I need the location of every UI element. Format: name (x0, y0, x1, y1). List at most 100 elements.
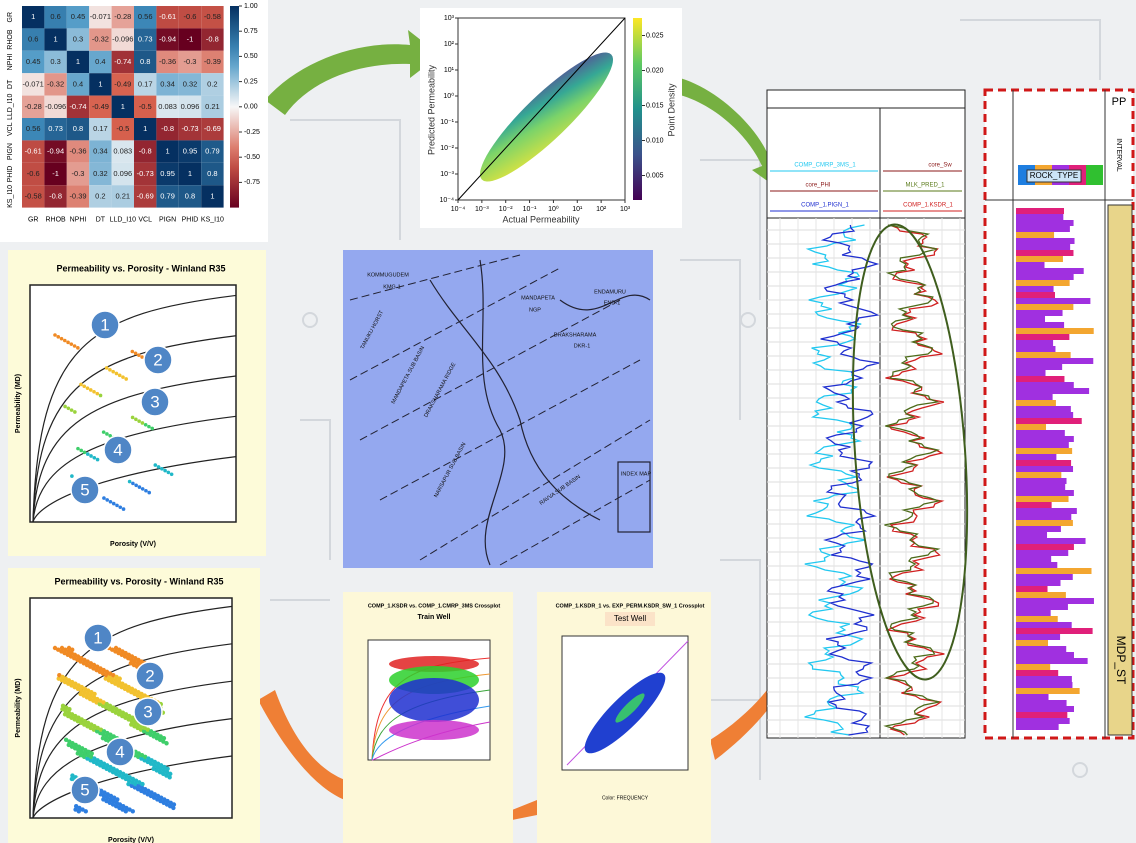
rock-bar (1016, 712, 1068, 718)
map-label: KOMMUGUDEM (367, 272, 409, 278)
r35-curve (32, 415, 237, 523)
rock-bar (1016, 370, 1046, 376)
heatmap-cell (22, 185, 45, 208)
sample-dot (63, 404, 67, 409)
sample-dot (163, 468, 167, 473)
sample-dot (130, 415, 135, 420)
x-tick-label: VCL (138, 216, 152, 223)
heatmap-cell (201, 162, 224, 186)
density-cloud (479, 52, 614, 182)
cell-label: -0.49 (92, 102, 109, 111)
x-tick-label: PHID (182, 216, 199, 223)
heatmap-cell (134, 162, 157, 186)
cell-label: 0.3 (50, 57, 60, 66)
cell-label: 0.32 (183, 79, 198, 88)
sample-dot (115, 503, 119, 508)
map-panel (343, 250, 653, 568)
sample-dot (140, 487, 145, 491)
log-view: COMP_CMRP_3MS_1 core_PHI COMP_1.PIGN_1 core… (766, 88, 1135, 740)
rock-bar (1016, 316, 1046, 322)
rock-type-box (1026, 169, 1082, 183)
chart-subtitle: Train Well (418, 614, 451, 621)
zone-label: 4 (113, 440, 122, 459)
sample-dot (130, 809, 135, 814)
rock-bar (1016, 664, 1051, 670)
zone-label: 1 (100, 315, 109, 334)
rock-bar (1016, 724, 1059, 730)
rock-bar (1016, 394, 1053, 400)
sample-dot (130, 349, 135, 354)
sample-dot (160, 466, 164, 471)
cell-label: -0.28 (25, 102, 42, 111)
zone-marker (90, 310, 120, 340)
zone-label: 3 (143, 702, 152, 721)
rock-bar (1016, 226, 1070, 232)
colorbar-tick-label: -0.75 (244, 179, 260, 186)
subtitle-box (605, 612, 655, 626)
rock-bar (1016, 706, 1074, 712)
cell-label: 1 (54, 35, 58, 44)
rock-bar (1016, 424, 1047, 430)
heatmap-cell (89, 6, 112, 29)
rock-bar (1016, 340, 1054, 346)
cell-label: 0.083 (158, 102, 177, 111)
colorbar-tick-label: 0.25 (244, 78, 258, 85)
heatmap-cell (178, 50, 202, 74)
y-tick-label: 10⁰ (443, 92, 454, 100)
rock-bar (1016, 406, 1071, 412)
chart-title: COMP_1.KSDR vs. COMP_1.CMRP_3MS Crossplo… (368, 603, 501, 609)
sample-dot (92, 691, 97, 697)
r35-curve (32, 375, 237, 523)
x-tick-label: PIGN (159, 216, 176, 223)
zone-marker (133, 697, 163, 727)
sample-dot (66, 340, 70, 345)
cell-label: -0.6 (184, 12, 197, 21)
rock-bar (1016, 484, 1066, 490)
sample-dot (124, 377, 129, 381)
cell-label: -0.8 (49, 191, 62, 200)
chart-subtitle: Test Well (614, 614, 647, 623)
sample-dot (165, 766, 170, 771)
cell-label: 0.6 (50, 12, 60, 21)
rock-bar (1016, 652, 1074, 658)
sample-dot (72, 344, 77, 348)
y-tick-label: PHID (7, 166, 14, 183)
sample-dot (171, 802, 177, 807)
x-tick-label: 10⁻³ (475, 206, 489, 213)
colorbar-label: Point Density (666, 83, 676, 137)
rock-bar (1016, 454, 1057, 460)
y-tick-label: LLD_I10 (7, 93, 14, 120)
sample-dot (111, 501, 116, 506)
cell-label: -0.3 (184, 57, 197, 66)
rock-bar (1016, 658, 1088, 664)
heatmap-cell (89, 185, 112, 208)
map-label: KMG-1 (383, 284, 400, 290)
cell-label: 0.4 (95, 57, 105, 66)
heatmap-cell (89, 28, 112, 51)
colorbar-tick-label: 1.00 (244, 3, 258, 10)
sample-dot (105, 498, 110, 502)
chart-title: Permeability vs. Porosity - Winland R35 (57, 263, 226, 273)
rock-bar (1016, 250, 1074, 256)
heatmap-cell (111, 6, 134, 29)
heatmap-cell (134, 6, 157, 29)
rock-bar (1016, 364, 1063, 370)
heatmap-cell (44, 73, 67, 96)
sample-dot (79, 382, 83, 387)
heatmap-cell (44, 185, 67, 208)
zone-marker (70, 475, 100, 505)
cell-label: 0.79 (205, 147, 220, 156)
zone-bar (1107, 204, 1133, 736)
heatmap-cell (66, 28, 90, 51)
cell-label: 0.95 (183, 147, 198, 156)
sample-dot (156, 465, 161, 469)
sample-dot (108, 499, 113, 504)
rock-bar (1016, 382, 1074, 388)
heatmap-cell (134, 95, 157, 118)
highlight-ellipse (851, 223, 969, 681)
zone-label: 2 (153, 350, 162, 369)
colorbar-tick-label: -0.25 (244, 129, 260, 136)
rock-swatch (1086, 165, 1103, 185)
rock-bar (1016, 208, 1064, 214)
